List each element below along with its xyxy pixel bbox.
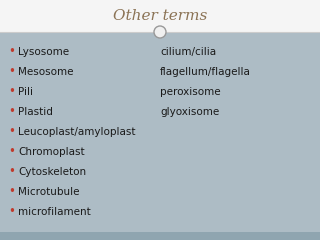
Text: •: •: [8, 205, 15, 218]
Text: •: •: [8, 166, 15, 179]
Text: Pili: Pili: [18, 87, 33, 97]
Text: Other terms: Other terms: [113, 9, 207, 23]
Text: flagellum/flagella: flagellum/flagella: [160, 67, 251, 77]
Text: •: •: [8, 145, 15, 158]
Text: •: •: [8, 186, 15, 198]
FancyBboxPatch shape: [0, 0, 320, 32]
Text: •: •: [8, 46, 15, 59]
Text: Microtubule: Microtubule: [18, 187, 79, 197]
Text: •: •: [8, 85, 15, 98]
Text: Plastid: Plastid: [18, 107, 53, 117]
Text: Leucoplast/amyloplast: Leucoplast/amyloplast: [18, 127, 135, 137]
Circle shape: [154, 26, 166, 38]
Text: •: •: [8, 106, 15, 119]
Text: glyoxisome: glyoxisome: [160, 107, 219, 117]
Text: Lysosome: Lysosome: [18, 47, 69, 57]
Text: •: •: [8, 66, 15, 78]
Text: •: •: [8, 126, 15, 138]
Text: cilium/cilia: cilium/cilia: [160, 47, 216, 57]
Text: Cytoskeleton: Cytoskeleton: [18, 167, 86, 177]
Text: peroxisome: peroxisome: [160, 87, 220, 97]
Text: Chromoplast: Chromoplast: [18, 147, 84, 157]
FancyBboxPatch shape: [0, 232, 320, 240]
Text: microfilament: microfilament: [18, 207, 91, 217]
Text: Mesosome: Mesosome: [18, 67, 74, 77]
